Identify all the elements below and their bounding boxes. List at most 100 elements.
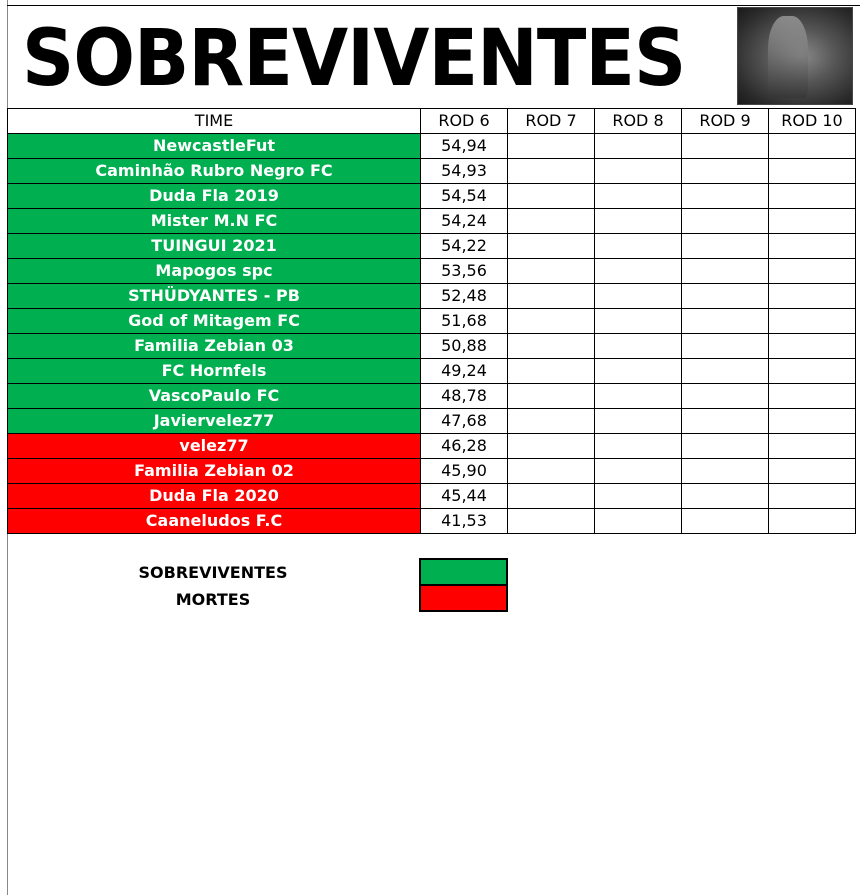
rod10-score-cell[interactable] — [768, 183, 856, 209]
rod10-score-cell[interactable] — [768, 233, 856, 259]
team-name-cell[interactable]: Caminhão Rubro Negro FC — [7, 158, 421, 184]
rod6-score-cell[interactable]: 51,68 — [420, 308, 508, 334]
rod7-score-cell[interactable] — [507, 408, 595, 434]
rod8-score-cell[interactable] — [594, 208, 682, 234]
rod7-score-cell[interactable] — [507, 508, 595, 534]
rod7-score-cell[interactable] — [507, 158, 595, 184]
rod8-score-cell[interactable] — [594, 508, 682, 534]
rod8-score-cell[interactable] — [594, 258, 682, 284]
rod9-score-cell[interactable] — [681, 208, 769, 234]
rod6-score-cell[interactable]: 45,90 — [420, 458, 508, 484]
rod10-score-cell[interactable] — [768, 283, 856, 309]
table-row: VascoPaulo FC 48,78 — [7, 383, 856, 409]
rod10-score-cell[interactable] — [768, 408, 856, 434]
rod7-score-cell[interactable] — [507, 458, 595, 484]
rod9-score-cell[interactable] — [681, 458, 769, 484]
rod9-score-cell[interactable] — [681, 133, 769, 159]
rod7-score-cell[interactable] — [507, 483, 595, 509]
rod6-score-cell[interactable]: 48,78 — [420, 383, 508, 409]
rod10-score-cell[interactable] — [768, 258, 856, 284]
rod6-score-cell[interactable]: 54,24 — [420, 208, 508, 234]
rod10-score-cell[interactable] — [768, 458, 856, 484]
rod10-score-cell[interactable] — [768, 158, 856, 184]
team-name-cell[interactable]: Duda Fla 2019 — [7, 183, 421, 209]
team-name-cell[interactable]: FC Hornfels — [7, 358, 421, 384]
rod10-score-cell[interactable] — [768, 483, 856, 509]
rod8-score-cell[interactable] — [594, 408, 682, 434]
rod9-score-cell[interactable] — [681, 358, 769, 384]
header-rod7: ROD 7 — [507, 108, 595, 134]
rod10-score-cell[interactable] — [768, 433, 856, 459]
rod10-score-cell[interactable] — [768, 308, 856, 334]
rod8-score-cell[interactable] — [594, 383, 682, 409]
team-name-cell[interactable]: Duda Fla 2020 — [7, 483, 421, 509]
team-name-cell[interactable]: NewcastleFut — [7, 133, 421, 159]
rod6-score-cell[interactable]: 52,48 — [420, 283, 508, 309]
rod9-score-cell[interactable] — [681, 333, 769, 359]
rod8-score-cell[interactable] — [594, 283, 682, 309]
rod10-score-cell[interactable] — [768, 333, 856, 359]
rod6-score-cell[interactable]: 50,88 — [420, 333, 508, 359]
rod9-score-cell[interactable] — [681, 158, 769, 184]
rod7-score-cell[interactable] — [507, 358, 595, 384]
team-name-cell[interactable]: STHÜDYANTES - PB — [7, 283, 421, 309]
rod10-score-cell[interactable] — [768, 383, 856, 409]
team-name-cell[interactable]: Mister M.N FC — [7, 208, 421, 234]
rod7-score-cell[interactable] — [507, 383, 595, 409]
table-row: velez77 46,28 — [7, 433, 856, 459]
rod7-score-cell[interactable] — [507, 183, 595, 209]
rod7-score-cell[interactable] — [507, 233, 595, 259]
rod8-score-cell[interactable] — [594, 358, 682, 384]
team-name-cell[interactable]: Mapogos spc — [7, 258, 421, 284]
rod8-score-cell[interactable] — [594, 433, 682, 459]
rod9-score-cell[interactable] — [681, 408, 769, 434]
rod10-score-cell[interactable] — [768, 208, 856, 234]
rod6-score-cell[interactable]: 54,94 — [420, 133, 508, 159]
team-name-cell[interactable]: Familia Zebian 03 — [7, 333, 421, 359]
rod10-score-cell[interactable] — [768, 358, 856, 384]
rod6-score-cell[interactable]: 47,68 — [420, 408, 508, 434]
rod6-score-cell[interactable]: 54,93 — [420, 158, 508, 184]
rod9-score-cell[interactable] — [681, 308, 769, 334]
rod7-score-cell[interactable] — [507, 258, 595, 284]
team-name-cell[interactable]: velez77 — [7, 433, 421, 459]
rod9-score-cell[interactable] — [681, 383, 769, 409]
rod10-score-cell[interactable] — [768, 133, 856, 159]
rod9-score-cell[interactable] — [681, 508, 769, 534]
rod7-score-cell[interactable] — [507, 208, 595, 234]
rod9-score-cell[interactable] — [681, 283, 769, 309]
rod7-score-cell[interactable] — [507, 283, 595, 309]
rod6-score-cell[interactable]: 54,54 — [420, 183, 508, 209]
rod6-score-cell[interactable]: 53,56 — [420, 258, 508, 284]
rod8-score-cell[interactable] — [594, 133, 682, 159]
rod10-score-cell[interactable] — [768, 508, 856, 534]
rod8-score-cell[interactable] — [594, 458, 682, 484]
rod9-score-cell[interactable] — [681, 258, 769, 284]
rod6-score-cell[interactable]: 45,44 — [420, 483, 508, 509]
rod9-score-cell[interactable] — [681, 483, 769, 509]
header-row: TIME ROD 6 ROD 7 ROD 8 ROD 9 ROD 10 — [7, 108, 856, 134]
rod7-score-cell[interactable] — [507, 433, 595, 459]
rod8-score-cell[interactable] — [594, 183, 682, 209]
team-name-cell[interactable]: TUINGUI 2021 — [7, 233, 421, 259]
rod9-score-cell[interactable] — [681, 233, 769, 259]
team-name-cell[interactable]: VascoPaulo FC — [7, 383, 421, 409]
team-name-cell[interactable]: Javiervelez77 — [7, 408, 421, 434]
team-name-cell[interactable]: Familia Zebian 02 — [7, 458, 421, 484]
rod8-score-cell[interactable] — [594, 483, 682, 509]
rod6-score-cell[interactable]: 41,53 — [420, 508, 508, 534]
rod6-score-cell[interactable]: 54,22 — [420, 233, 508, 259]
team-name-cell[interactable]: Caaneludos F.C — [7, 508, 421, 534]
rod8-score-cell[interactable] — [594, 233, 682, 259]
team-name-cell[interactable]: God of Mitagem FC — [7, 308, 421, 334]
rod6-score-cell[interactable]: 46,28 — [420, 433, 508, 459]
rod7-score-cell[interactable] — [507, 133, 595, 159]
rod7-score-cell[interactable] — [507, 333, 595, 359]
rod9-score-cell[interactable] — [681, 433, 769, 459]
rod9-score-cell[interactable] — [681, 183, 769, 209]
rod7-score-cell[interactable] — [507, 308, 595, 334]
rod8-score-cell[interactable] — [594, 333, 682, 359]
rod8-score-cell[interactable] — [594, 158, 682, 184]
rod8-score-cell[interactable] — [594, 308, 682, 334]
rod6-score-cell[interactable]: 49,24 — [420, 358, 508, 384]
